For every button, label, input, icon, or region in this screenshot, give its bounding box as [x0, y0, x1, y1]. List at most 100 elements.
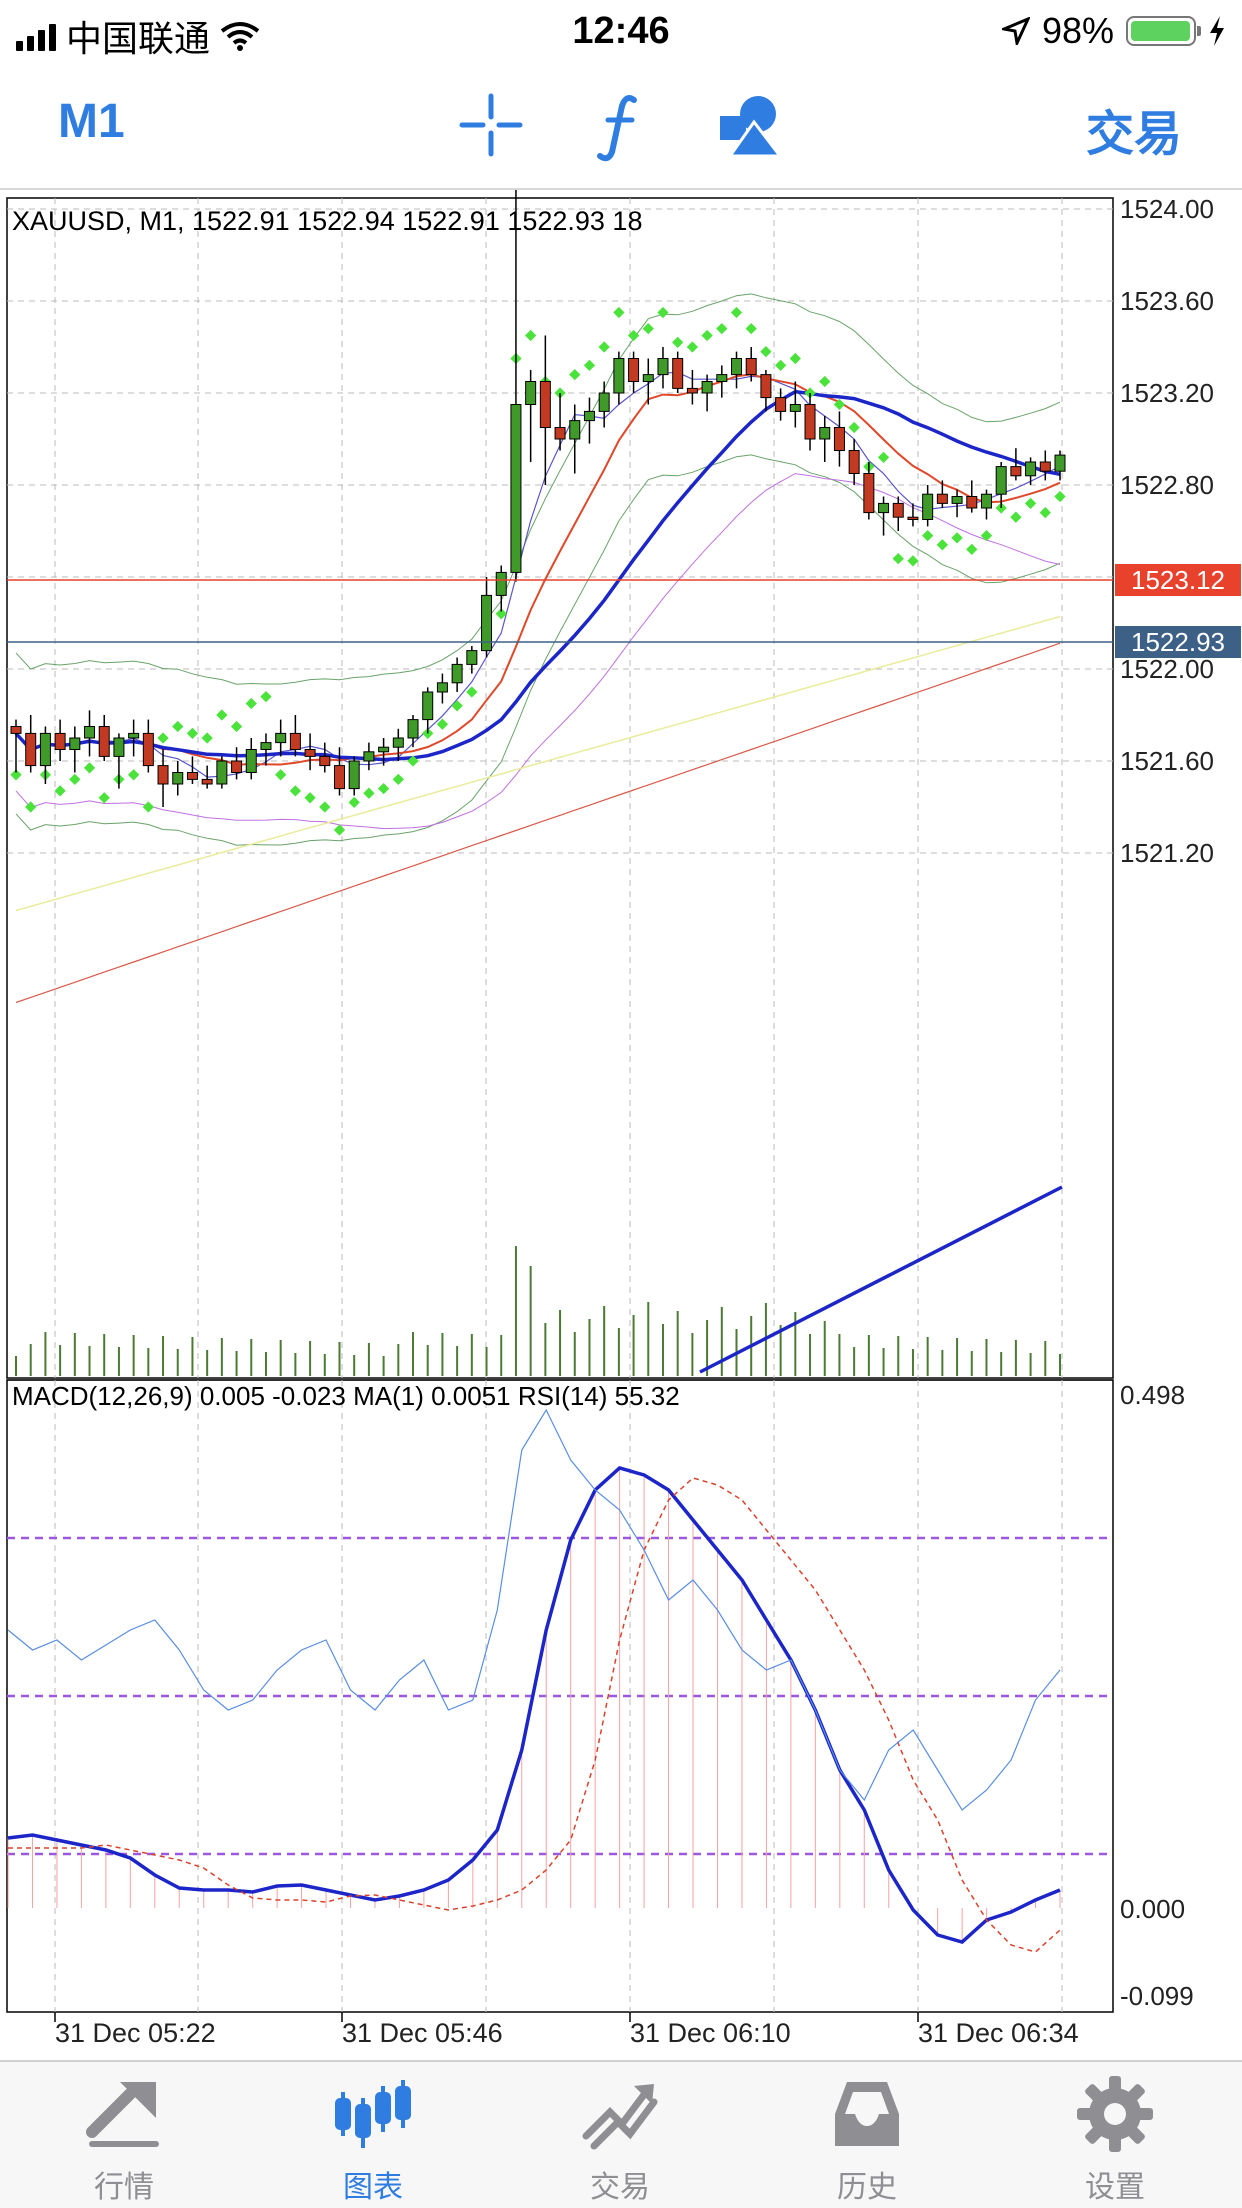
- candle-bear: [686, 387, 698, 394]
- candle-bear: [201, 778, 213, 785]
- sar-dot: [627, 329, 640, 342]
- sar-dot: [363, 787, 375, 799]
- candle-bull: [113, 737, 125, 757]
- sar-dot: [907, 555, 919, 567]
- subwindow-label-top: 0.498: [1120, 1380, 1185, 1410]
- timeframe-button[interactable]: M1: [58, 95, 125, 148]
- sar-dot: [186, 727, 199, 740]
- sar-dot: [319, 801, 331, 813]
- sar-dot: [1024, 497, 1037, 510]
- candlesticks: [10, 190, 1066, 807]
- candle-bear: [54, 732, 66, 751]
- candle-bull: [789, 404, 801, 412]
- sar-dot: [833, 398, 846, 411]
- sar-dot: [289, 785, 302, 797]
- indicator-lines: [14, 293, 1063, 1374]
- sar-dot: [157, 732, 169, 744]
- candle-bull: [422, 691, 434, 721]
- candle-bull: [495, 571, 507, 596]
- time-tick-label: 31 Dec 05:22: [55, 2018, 216, 2048]
- tab-quotes[interactable]: 行情: [64, 2074, 184, 2206]
- candle-bull: [1025, 461, 1037, 477]
- sar-dot: [686, 341, 699, 353]
- tab-trade[interactable]: 交易: [560, 2074, 680, 2206]
- sar-dot: [304, 792, 316, 804]
- sar-dot: [245, 697, 257, 710]
- time-tick-label: 31 Dec 06:10: [630, 2018, 791, 2048]
- volume-bars: [15, 1246, 1061, 1376]
- candle-bull: [216, 760, 228, 785]
- candle-bull: [613, 358, 625, 394]
- tab-chart[interactable]: 图表: [313, 2074, 433, 2206]
- carrier-name: 中国联通: [66, 18, 211, 59]
- candle-bull: [436, 682, 448, 693]
- status-time: 12:46: [572, 10, 670, 52]
- price-tick-label: 1521.20: [1120, 838, 1214, 868]
- sar-dot: [392, 773, 404, 786]
- sar-dot: [54, 785, 66, 797]
- sar-dot: [172, 720, 184, 733]
- sar-dot: [701, 329, 713, 342]
- tab-history[interactable]: 历史: [807, 2074, 927, 2206]
- price-tick-label: 1523.20: [1120, 378, 1214, 408]
- time-axis: 31 Dec 05:22 31 Dec 05:46 31 Dec 06:10 31 D…: [54, 2012, 1079, 2048]
- candle-bear: [10, 726, 22, 734]
- candle-bear: [1010, 466, 1022, 477]
- trade-button[interactable]: 交易: [1086, 108, 1183, 161]
- candle-bear: [186, 772, 198, 780]
- sar-dot: [774, 359, 787, 372]
- shapes-icon[interactable]: [718, 92, 782, 158]
- ma-longer-line: [15, 642, 1061, 1004]
- candle-bull: [583, 410, 595, 422]
- price-chart[interactable]: 1524.001523.601523.201522.801522.401522.…: [0, 190, 1242, 2060]
- ma-medium-line: [15, 373, 1061, 766]
- candle-bear: [775, 397, 787, 412]
- sar-dot: [348, 796, 360, 809]
- price-tick-label: 1522.00: [1120, 654, 1214, 684]
- candle-bear: [157, 765, 169, 785]
- candle-bear: [319, 755, 331, 767]
- sar-dot: [642, 322, 654, 335]
- candle-bull: [348, 760, 360, 790]
- sar-dot: [407, 755, 419, 767]
- sar-dot: [848, 421, 860, 434]
- tab-settings[interactable]: 设置: [1055, 2074, 1175, 2206]
- macd-signal-line: [8, 1477, 1061, 1953]
- sar-dot: [819, 375, 831, 388]
- candle-bear: [333, 765, 345, 790]
- candle-bear: [539, 381, 551, 428]
- candle-bear: [833, 427, 845, 451]
- candle-bull: [980, 493, 992, 509]
- sar-dot: [789, 352, 801, 365]
- candle-bull: [275, 732, 287, 744]
- candle-bull: [481, 594, 493, 652]
- candle-bear: [892, 502, 904, 518]
- sar-dot: [892, 552, 904, 565]
- candle-bear: [289, 732, 301, 751]
- sar-dot: [1010, 511, 1022, 523]
- sar-dot: [142, 801, 154, 813]
- sar-dot: [1054, 490, 1066, 503]
- crosshair-icon[interactable]: [458, 92, 524, 158]
- rsi-line: [7, 1408, 1061, 1811]
- time-tick-label: 31 Dec 06:34: [918, 2018, 1079, 2048]
- candle-bear: [142, 732, 154, 767]
- sar-dot: [569, 368, 581, 381]
- ma-longest-line: [699, 1185, 1063, 1374]
- candle-bull: [69, 737, 81, 750]
- price-tick-label: 1523.60: [1120, 286, 1214, 316]
- sar-dot: [672, 336, 684, 349]
- sar-dot: [98, 792, 110, 804]
- candle-bull: [451, 663, 463, 684]
- signal-icon: [16, 21, 56, 51]
- sar-dot: [951, 532, 963, 544]
- function-icon[interactable]: [596, 92, 646, 162]
- sar-dot: [216, 709, 228, 721]
- sar-dot: [1039, 506, 1051, 519]
- ma-slow-line: [14, 389, 1061, 762]
- chart-icon: [335, 2080, 411, 2148]
- sar-dot: [260, 690, 272, 703]
- candle-bull: [878, 502, 890, 514]
- sar-dot: [613, 306, 625, 319]
- price-tick-label: 1521.60: [1120, 746, 1214, 776]
